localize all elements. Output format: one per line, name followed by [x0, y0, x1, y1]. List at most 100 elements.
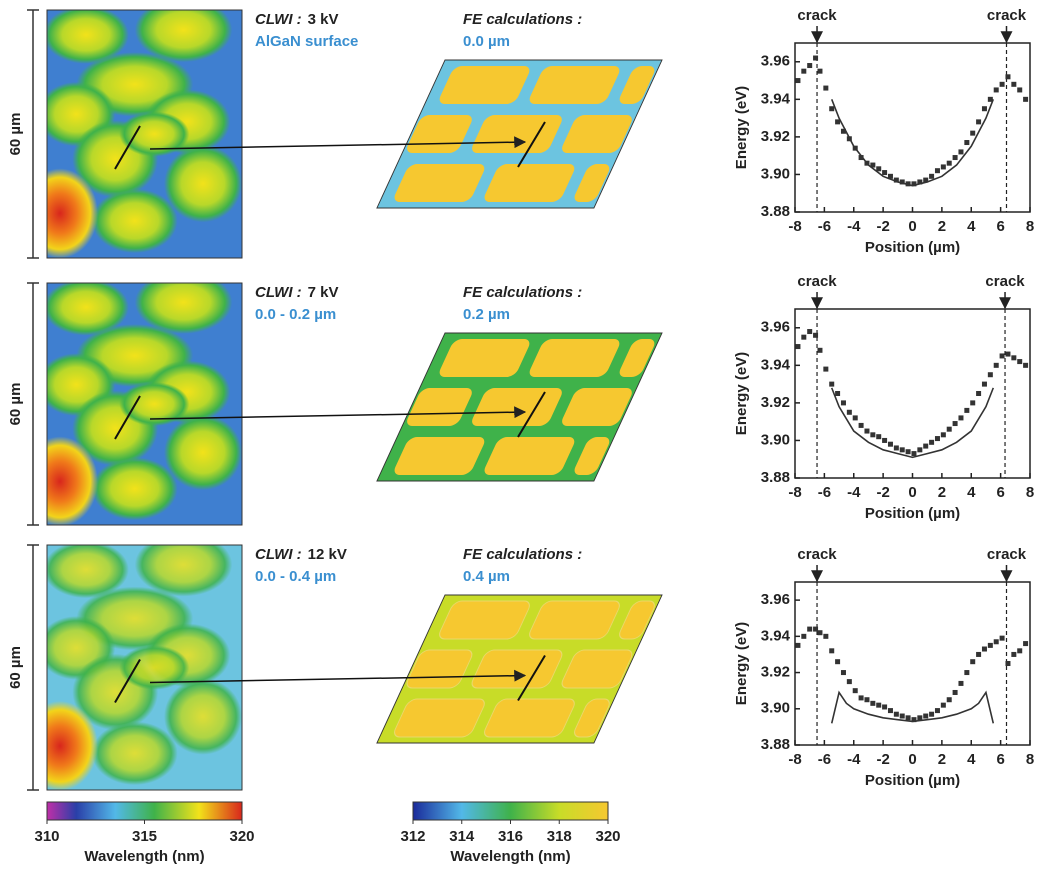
data-point — [929, 439, 935, 445]
y-tick-label: 3.88 — [761, 203, 790, 220]
cl-map — [47, 545, 242, 790]
crack-label: crack — [797, 546, 837, 563]
data-point — [807, 63, 813, 69]
map-frame — [46, 9, 243, 259]
x-tick-label: 4 — [967, 751, 976, 768]
fe-cell — [562, 388, 632, 426]
data-point — [905, 449, 911, 455]
data-point — [813, 332, 819, 338]
map-cell — [134, 283, 233, 334]
clwi-name: CLWI : — [255, 11, 302, 28]
data-point — [829, 381, 835, 387]
data-point — [1011, 651, 1017, 657]
data-point — [795, 78, 801, 84]
data-point — [813, 626, 819, 632]
fe-cell — [394, 164, 485, 202]
y-tick-label: 3.90 — [761, 165, 790, 182]
scale-label: 60 µm — [7, 383, 24, 426]
data-point — [929, 711, 935, 717]
plot-frame — [794, 42, 1031, 213]
arrow — [149, 406, 527, 420]
profile-line — [517, 654, 546, 702]
data-point — [917, 715, 923, 721]
data-point — [870, 432, 876, 438]
data-point — [864, 428, 870, 434]
data-point — [846, 679, 852, 685]
map-hotspot — [47, 168, 98, 258]
x-axis-label: Position (µm) — [865, 239, 960, 256]
crack-label: crack — [985, 273, 1025, 290]
data-point — [801, 68, 807, 74]
x-tick-label: 8 — [1026, 751, 1034, 768]
data-point — [823, 85, 829, 91]
data-point — [858, 422, 864, 428]
fe-cell — [439, 600, 530, 640]
data-point — [917, 447, 923, 453]
data-point — [835, 659, 841, 665]
data-point — [964, 140, 970, 146]
y-axis-label: Energy (eV) — [733, 352, 750, 435]
data-point — [801, 633, 807, 639]
scale-label: 60 µm — [7, 646, 24, 689]
model-line — [830, 99, 995, 187]
data-point — [952, 421, 958, 427]
data-point — [911, 451, 917, 457]
data-point — [934, 708, 940, 714]
crack-label: crack — [797, 7, 837, 24]
data-point — [970, 400, 976, 406]
profile-line — [517, 121, 546, 168]
map-cell — [164, 678, 242, 755]
data-point — [987, 642, 993, 648]
data-point — [905, 715, 911, 721]
fe-map — [376, 594, 663, 744]
data-point — [1005, 74, 1011, 80]
data-point — [795, 642, 801, 648]
clwi-name: CLWI : — [255, 546, 302, 563]
data-point — [876, 434, 882, 440]
data-point — [852, 688, 858, 694]
data-point — [817, 630, 823, 636]
fe-cell — [529, 66, 620, 104]
data-point — [964, 407, 970, 413]
data-point — [999, 353, 1005, 359]
y-tick-label: 3.90 — [761, 700, 790, 717]
data-point — [1005, 661, 1011, 666]
arrow — [149, 136, 527, 150]
y-tick-label: 3.94 — [761, 90, 791, 107]
map-cell — [47, 10, 129, 64]
data-point — [946, 160, 952, 166]
fe-cell — [472, 115, 562, 153]
map-cell — [47, 545, 129, 599]
data-point — [887, 441, 893, 447]
map-cell — [91, 457, 178, 521]
map-cell — [164, 414, 242, 491]
fe-cell — [619, 66, 655, 104]
fe-cell — [471, 649, 563, 689]
profile-line — [114, 395, 141, 440]
x-axis-label: Position (µm) — [865, 505, 960, 522]
data-point — [899, 179, 905, 185]
clwi-label: CLWI : 3 kV — [255, 11, 339, 28]
data-point — [911, 181, 917, 187]
fe-cell — [394, 437, 485, 475]
colorbar-label: Wavelength (nm) — [450, 848, 570, 865]
crack-label: crack — [797, 273, 837, 290]
colorbar-tick-label: 320 — [595, 828, 620, 845]
y-tick-label: 3.96 — [761, 591, 790, 608]
data-point — [946, 697, 952, 703]
model-line — [830, 690, 995, 724]
data-point — [840, 128, 846, 134]
x-tick-label: 8 — [1026, 218, 1034, 235]
fe-map — [376, 332, 663, 482]
x-tick-label: 0 — [908, 218, 916, 235]
y-tick-label: 3.94 — [761, 356, 791, 373]
data-point — [882, 170, 888, 176]
fe-depth: 0.2 µm — [463, 306, 510, 323]
data-point — [999, 81, 1005, 87]
cl-map — [47, 10, 242, 258]
data-point — [840, 400, 846, 406]
clwi-label: CLWI : 12 kV — [255, 546, 347, 563]
fe-cell — [619, 600, 655, 640]
x-tick-label: -8 — [788, 751, 801, 768]
data-point — [893, 445, 899, 451]
